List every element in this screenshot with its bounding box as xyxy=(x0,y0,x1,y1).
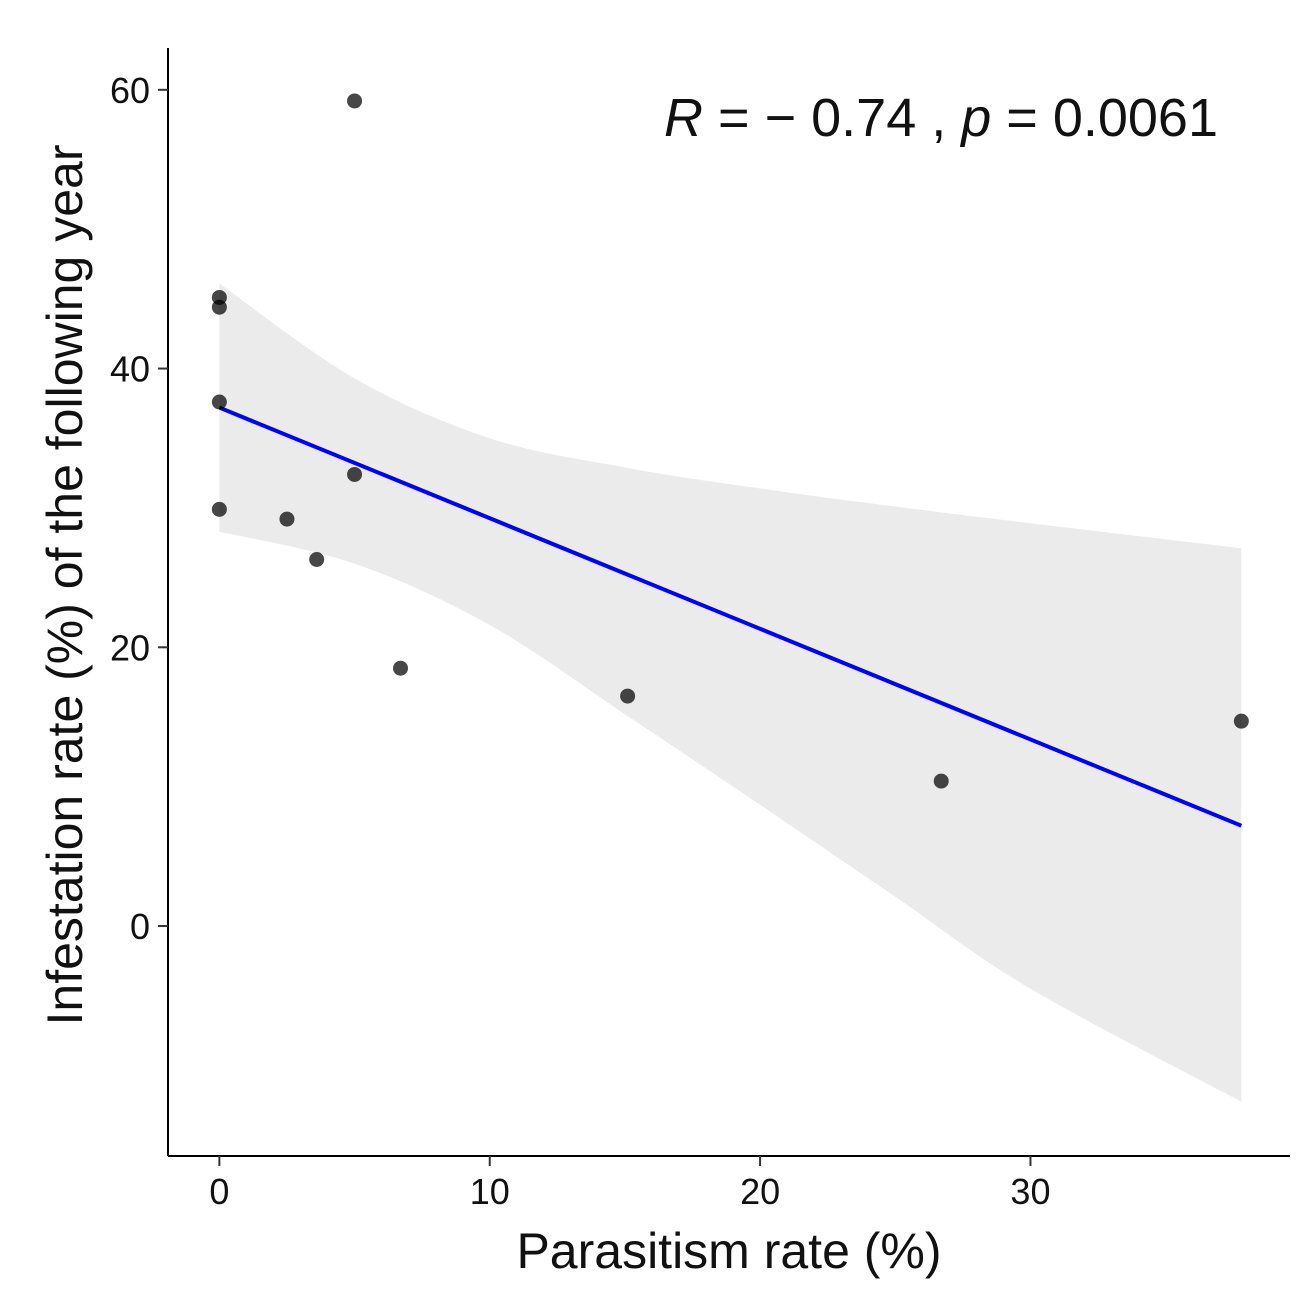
r-value: = − 0.74 , xyxy=(703,88,961,148)
correlation-annotation: R = − 0.74 , p = 0.0061 xyxy=(664,88,1218,148)
data-point-11 xyxy=(933,773,949,789)
points-layer xyxy=(211,93,1249,789)
y-axis-title: Infestation rate (%) of the following ye… xyxy=(37,144,93,1025)
data-point-2 xyxy=(211,299,227,315)
confidence-band xyxy=(219,283,1242,1102)
confidence-band-layer xyxy=(219,283,1242,1102)
data-point-8 xyxy=(347,466,363,482)
x-tick-label-30: 30 xyxy=(1010,1171,1050,1212)
data-point-12 xyxy=(1233,713,1249,729)
y-tick-label-0: 0 xyxy=(130,906,150,947)
data-point-6 xyxy=(309,551,325,567)
x-tick-label-20: 20 xyxy=(740,1171,780,1212)
y-tick-label-60: 60 xyxy=(110,70,150,111)
data-point-9 xyxy=(393,660,409,676)
y-tick-label-40: 40 xyxy=(110,349,150,390)
data-point-5 xyxy=(279,511,295,527)
x-axis-title: Parasitism rate (%) xyxy=(516,1223,941,1279)
ticks-layer: 0 10 20 30 0 20 40 60 xyxy=(110,70,1051,1212)
data-point-3 xyxy=(211,394,227,410)
regression-layer xyxy=(218,405,1243,828)
p-value: = 0.0061 xyxy=(991,88,1218,148)
x-tick-label-10: 10 xyxy=(470,1171,510,1212)
r-symbol: R xyxy=(664,88,703,148)
data-point-4 xyxy=(211,501,227,517)
data-point-10 xyxy=(620,688,636,704)
p-symbol: p xyxy=(959,88,991,148)
data-point-7 xyxy=(347,93,363,109)
axes-layer xyxy=(167,48,1290,1157)
regression-line xyxy=(218,405,1243,828)
y-tick-label-20: 20 xyxy=(110,627,150,668)
x-tick-label-0: 0 xyxy=(209,1171,229,1212)
